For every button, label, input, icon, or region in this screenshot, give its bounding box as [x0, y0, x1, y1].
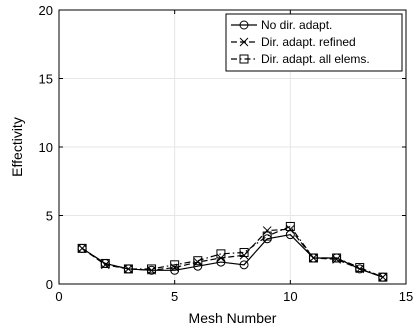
data-point	[239, 247, 249, 257]
marker-stroke	[285, 224, 295, 234]
x-tick-label: 0	[55, 289, 62, 304]
y-axis-label: Effectivity	[9, 117, 25, 177]
y-tick-label: 5	[46, 209, 53, 224]
data-point	[262, 226, 272, 235]
x-axis-label: Mesh Number	[189, 310, 277, 326]
legend-label: Dir. adapt. refined	[261, 35, 356, 49]
data-point	[170, 265, 180, 275]
data-point	[193, 256, 203, 266]
marker-stroke	[170, 263, 180, 272]
y-tick-label: 15	[39, 72, 53, 87]
data-point	[123, 264, 133, 274]
legend-marker	[239, 54, 249, 64]
data-point	[239, 260, 249, 270]
data-point	[285, 221, 295, 231]
legend-marker	[239, 37, 249, 47]
data-point	[100, 258, 110, 268]
y-tick-label: 10	[39, 140, 53, 155]
data-point	[355, 263, 365, 273]
x-tick-label: 15	[399, 289, 413, 304]
series-3	[77, 221, 388, 282]
data-point	[170, 260, 180, 270]
data-point	[285, 224, 295, 234]
data-point	[332, 253, 342, 263]
legend-label: No dir. adapt.	[261, 18, 332, 32]
legend-marker	[239, 20, 249, 30]
legend-label: Dir. adapt. all elems.	[261, 52, 370, 66]
legend-item-3: Dir. adapt. all elems.	[231, 52, 370, 66]
data-point	[77, 243, 87, 253]
marker-stroke	[124, 264, 133, 274]
x-tick-label: 10	[283, 289, 297, 304]
data-point	[262, 231, 272, 241]
data-point	[378, 272, 388, 282]
data-point	[378, 272, 388, 282]
legend-item-2: Dir. adapt. refined	[231, 35, 356, 49]
marker-stroke	[378, 272, 388, 282]
marker-stroke	[262, 226, 272, 235]
data-point	[216, 249, 226, 259]
legend-box	[225, 13, 403, 72]
series-layer	[77, 221, 388, 282]
data-point	[308, 253, 318, 263]
data-point	[147, 264, 157, 274]
axis-ticks: 0 5 10 15 0 5 10 15 20	[39, 3, 414, 304]
legend: No dir. adapt. Dir. adapt. refined Dir. ad…	[225, 13, 403, 72]
legend-item-1: No dir. adapt.	[231, 18, 332, 32]
x-tick-label: 5	[171, 289, 178, 304]
data-point	[124, 264, 133, 274]
y-tick-label: 20	[39, 3, 53, 18]
y-tick-label: 0	[46, 277, 53, 292]
marker-stroke	[239, 250, 249, 260]
marker-stroke	[239, 37, 249, 47]
